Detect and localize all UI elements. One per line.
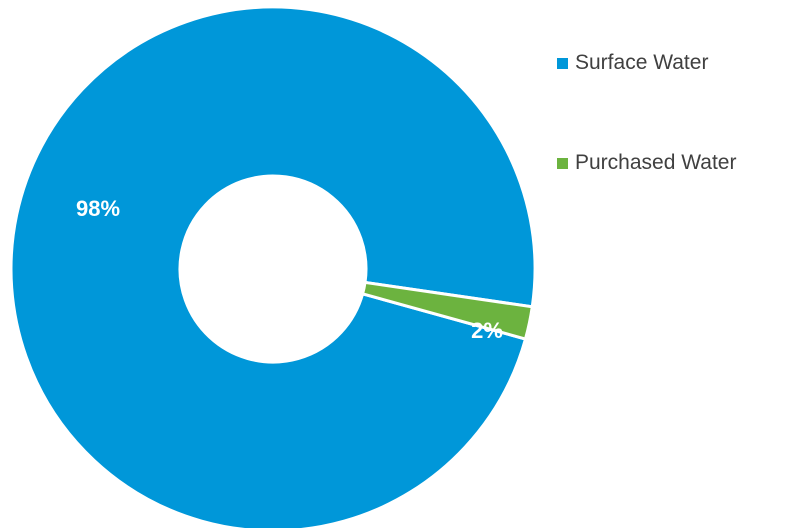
slice-surface-water — [9, 5, 537, 528]
data-labels: 98% 2% — [76, 196, 503, 343]
legend-label-surface-water: Surface Water — [575, 51, 709, 74]
legend-swatch-surface-water — [557, 57, 568, 69]
legend: Surface Water Purchased Water — [557, 48, 811, 248]
slice-purchased-water — [360, 280, 534, 341]
legend-label-purchased-water: Purchased Water — [575, 151, 737, 174]
data-label-purchased-water: 2% — [471, 318, 503, 343]
legend-swatch-purchased-water — [557, 157, 568, 169]
donut-slices — [9, 5, 537, 528]
data-label-surface-water: 98% — [76, 196, 120, 221]
legend-item-surface-water: Surface Water — [557, 48, 811, 78]
legend-item-purchased-water: Purchased Water — [557, 148, 811, 178]
